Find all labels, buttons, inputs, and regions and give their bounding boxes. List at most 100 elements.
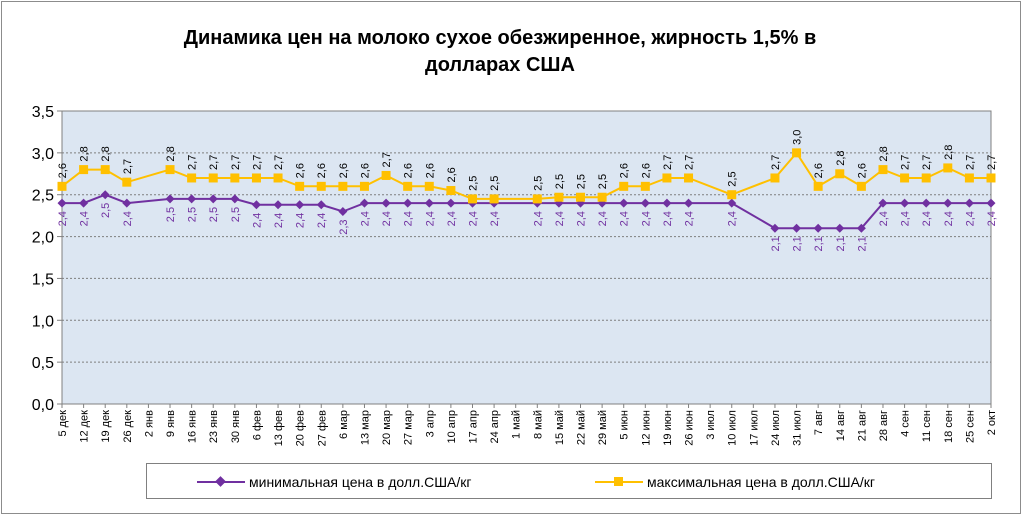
point-max bbox=[338, 181, 348, 191]
y-tick-label: 1,5 bbox=[32, 271, 54, 288]
point-max bbox=[165, 165, 175, 175]
point-min bbox=[57, 198, 67, 208]
data-label-min: 2,4 bbox=[273, 213, 285, 228]
point-max bbox=[403, 181, 413, 191]
data-label-max: 2,7 bbox=[662, 155, 674, 170]
data-label-max: 2,5 bbox=[727, 171, 739, 186]
data-label-max: 2,7 bbox=[986, 155, 998, 170]
point-max bbox=[943, 163, 953, 173]
data-label-max: 2,6 bbox=[424, 163, 436, 178]
data-label-min: 2,4 bbox=[295, 213, 307, 228]
data-label-min: 2,3 bbox=[338, 219, 350, 234]
point-max bbox=[640, 181, 650, 191]
series-line-min bbox=[62, 193, 991, 230]
data-label-min: 2,4 bbox=[359, 211, 371, 226]
x-tick-label: 1 май bbox=[511, 410, 523, 439]
point-max bbox=[964, 173, 974, 183]
data-label-min: 2,4 bbox=[576, 211, 588, 226]
x-tick-label: 5 июн bbox=[619, 410, 631, 440]
x-tick-label: 29 май bbox=[597, 410, 609, 445]
data-label-min: 2,4 bbox=[122, 211, 134, 226]
legend-item-min: минимальная цена в долл.США/кг bbox=[197, 473, 472, 491]
data-label-max: 2,7 bbox=[921, 155, 933, 170]
point-max bbox=[856, 181, 866, 191]
data-label-min: 2,4 bbox=[316, 213, 328, 228]
data-label-min: 2,5 bbox=[165, 207, 177, 222]
legend-label-max: максимальная цена в долл.США/кг bbox=[647, 474, 876, 490]
x-tick-label: 19 июн bbox=[662, 410, 674, 446]
x-tick-label: 7 авг bbox=[813, 410, 825, 435]
point-max bbox=[597, 192, 607, 202]
x-tick-label: 24 июл bbox=[770, 410, 782, 446]
x-tick-label: 19 дек bbox=[100, 410, 112, 443]
data-label-min: 2,4 bbox=[597, 211, 609, 226]
x-tick-label: 23 янв bbox=[208, 410, 220, 443]
point-min bbox=[619, 198, 629, 208]
point-min bbox=[878, 198, 888, 208]
point-min bbox=[684, 198, 694, 208]
x-tick-label: 24 апр bbox=[489, 410, 501, 443]
point-max bbox=[921, 173, 931, 183]
data-label-max: 2,5 bbox=[467, 176, 479, 191]
x-tick-label: 10 июл bbox=[727, 410, 739, 446]
data-label-min: 2,4 bbox=[684, 211, 696, 226]
data-label-max: 3,0 bbox=[792, 130, 804, 145]
series-line-max bbox=[61, 151, 991, 200]
data-label-max: 2,7 bbox=[187, 155, 199, 170]
point-min bbox=[424, 198, 434, 208]
data-label-min: 2,4 bbox=[79, 211, 91, 226]
data-label-min: 2,4 bbox=[57, 211, 69, 226]
y-tick-label: 2,5 bbox=[32, 188, 54, 205]
data-label-max: 2,5 bbox=[597, 174, 609, 189]
point-min bbox=[165, 194, 175, 204]
data-label-max: 2,6 bbox=[640, 163, 652, 178]
point-max bbox=[554, 192, 564, 202]
legend-swatch-max bbox=[595, 474, 643, 490]
point-min bbox=[359, 198, 369, 208]
data-label-min: 2,5 bbox=[187, 207, 199, 222]
data-label-min: 2,4 bbox=[878, 211, 890, 226]
plot-area bbox=[61, 110, 992, 405]
point-max bbox=[684, 173, 694, 183]
point-max bbox=[662, 173, 672, 183]
data-label-max: 2,8 bbox=[100, 146, 112, 161]
data-label-max: 2,6 bbox=[813, 163, 825, 178]
x-tick-label: 21 авг bbox=[856, 410, 868, 441]
point-max bbox=[208, 173, 218, 183]
point-max bbox=[467, 194, 477, 204]
data-label-max: 2,5 bbox=[532, 176, 544, 191]
x-tick-label: 20 фев bbox=[295, 410, 307, 446]
data-label-min: 2,4 bbox=[403, 211, 415, 226]
data-label-max: 2,6 bbox=[295, 163, 307, 178]
point-min bbox=[187, 194, 197, 204]
data-label-min: 2,5 bbox=[208, 207, 220, 222]
point-max bbox=[316, 181, 326, 191]
data-label-max: 2,5 bbox=[554, 174, 566, 189]
legend-swatch-min bbox=[197, 474, 245, 490]
legend: минимальная цена в долл.США/кг максималь… bbox=[146, 463, 992, 499]
x-tick-label: 15 май bbox=[554, 410, 566, 445]
x-tick-label: 6 фев bbox=[251, 410, 263, 440]
x-tick-label: 3 июл bbox=[705, 410, 717, 440]
x-tick-label: 31 июл bbox=[792, 410, 804, 446]
data-label-min: 2,4 bbox=[900, 211, 912, 226]
point-max bbox=[79, 165, 89, 175]
data-label-max: 2,5 bbox=[489, 176, 501, 191]
x-tick-label: 13 мар bbox=[359, 410, 371, 445]
point-min bbox=[208, 194, 218, 204]
point-min bbox=[381, 198, 391, 208]
data-label-max: 2,7 bbox=[964, 155, 976, 170]
point-min bbox=[251, 200, 261, 210]
x-tick-label: 13 фев bbox=[273, 410, 285, 446]
data-label-min: 2,4 bbox=[532, 211, 544, 226]
x-tick-label: 17 апр bbox=[467, 410, 479, 443]
data-label-min: 2,4 bbox=[424, 211, 436, 226]
point-max bbox=[295, 181, 305, 191]
data-label-max: 2,7 bbox=[122, 159, 134, 174]
point-max bbox=[446, 186, 456, 196]
x-tick-label: 27 мар bbox=[403, 410, 415, 445]
x-tick-label: 14 авг bbox=[835, 410, 847, 441]
point-max bbox=[619, 181, 629, 191]
data-label-max: 2,8 bbox=[943, 145, 955, 160]
